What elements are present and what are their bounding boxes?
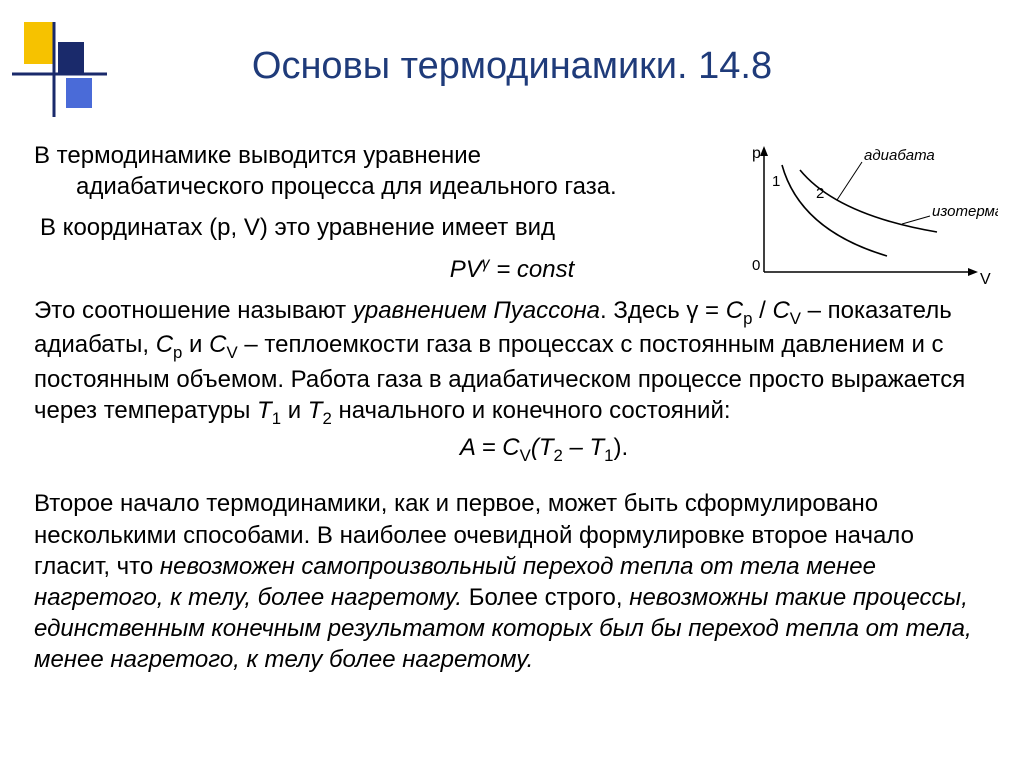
- p1-line2: адиабатического процесса для идеального …: [76, 173, 617, 200]
- p3-v: V: [790, 309, 801, 328]
- eq1-pv: PV: [450, 256, 482, 283]
- paragraph-2: В координатах (p, V) это уравнение имеет…: [34, 212, 694, 243]
- p3c: . Здесь γ =: [600, 297, 726, 324]
- p3-cp: С: [726, 297, 743, 324]
- p3e: и: [182, 331, 209, 358]
- equation-poisson: PVγ = const: [34, 254, 990, 285]
- p3b: уравнением Пуассона: [353, 297, 600, 324]
- slide-title: Основы термодинамики. 14.8: [0, 45, 1024, 88]
- eq2-1: 1: [604, 446, 613, 465]
- p3-t1: T: [257, 397, 272, 424]
- slide-body: В термодинамике выводится уравнение адиа…: [34, 140, 990, 676]
- eq2-v: V: [520, 446, 531, 465]
- p3a: Это соотношение называют: [34, 297, 353, 324]
- p3h: начального и конечного состояний:: [332, 397, 731, 424]
- p3-cv: С: [772, 297, 789, 324]
- eq2-2: 2: [553, 446, 562, 465]
- p3-p2: p: [173, 343, 182, 362]
- paragraph-4: Второе начало термодинамики, как и перво…: [34, 488, 990, 675]
- p3-v2: V: [226, 343, 237, 362]
- p1-line1: В термодинамике выводится уравнение: [34, 142, 481, 169]
- eq1-const: = const: [490, 256, 575, 283]
- p3-cv2: С: [209, 331, 226, 358]
- paragraph-1: В термодинамике выводится уравнение адиа…: [34, 140, 694, 202]
- paragraph-3: Это соотношение называют уравнением Пуас…: [34, 295, 990, 430]
- p3-t2: T: [308, 397, 323, 424]
- p3-1: 1: [272, 409, 281, 428]
- eq2-open: (T: [531, 434, 554, 461]
- eq2-minus: – T: [563, 434, 604, 461]
- eq2-a: A = C: [460, 434, 520, 461]
- eq2-close: ).: [614, 434, 629, 461]
- eq1-gamma: γ: [482, 255, 490, 272]
- p2-text: В координатах (p, V) это уравнение имеет…: [40, 214, 555, 241]
- p3g: и: [281, 397, 308, 424]
- p3-2: 2: [322, 409, 331, 428]
- equation-work: A = CV(T2 – T1).: [414, 432, 674, 467]
- p3-slash: /: [752, 297, 772, 324]
- p4c: Более строго,: [462, 584, 629, 611]
- p3-cp2: С: [156, 331, 173, 358]
